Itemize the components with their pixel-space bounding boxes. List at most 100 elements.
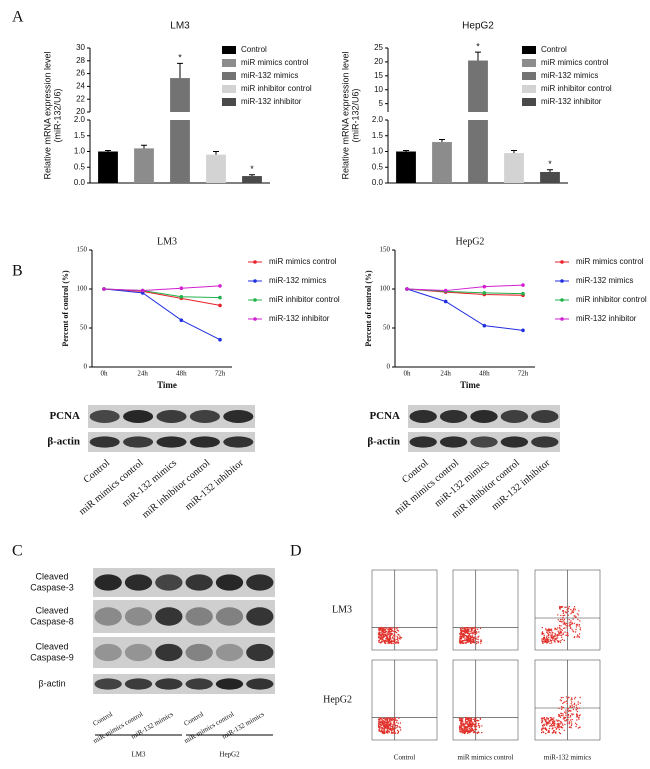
flow-event bbox=[551, 633, 553, 636]
flow-event bbox=[393, 630, 395, 633]
flow-event bbox=[383, 729, 385, 732]
flow-event bbox=[547, 721, 549, 723]
error-bar bbox=[439, 139, 445, 143]
flow-event bbox=[378, 629, 381, 631]
flow-event bbox=[381, 731, 383, 733]
flow-event bbox=[541, 725, 544, 727]
flow-event bbox=[378, 726, 381, 728]
flow-event bbox=[390, 730, 393, 732]
flow-event bbox=[566, 609, 568, 611]
error-bar bbox=[141, 144, 147, 149]
flow-event bbox=[387, 638, 389, 640]
blot-band bbox=[185, 678, 213, 690]
flow-event bbox=[393, 730, 395, 732]
flow-event bbox=[380, 637, 382, 640]
blot-band bbox=[246, 607, 274, 626]
flow-event bbox=[546, 642, 548, 644]
flow-event bbox=[468, 627, 470, 629]
flow-event bbox=[578, 625, 580, 627]
flow-event bbox=[570, 620, 572, 622]
blot-row-label: Caspase-8 bbox=[30, 616, 74, 626]
flow-event bbox=[545, 728, 548, 730]
panel-label: A bbox=[12, 9, 24, 26]
data-point bbox=[218, 284, 222, 288]
flow-event bbox=[570, 623, 572, 625]
blot-row-label: Caspase-9 bbox=[30, 652, 74, 662]
flow-event bbox=[560, 625, 562, 627]
flow-event bbox=[557, 719, 559, 721]
blot-band bbox=[215, 574, 244, 591]
flow-event bbox=[562, 633, 564, 636]
y-tick-label: 26 bbox=[76, 69, 85, 78]
group-label: LM3 bbox=[132, 751, 147, 759]
flow-event bbox=[393, 641, 396, 643]
flow-event bbox=[572, 708, 575, 711]
flow-event bbox=[381, 728, 383, 730]
flow-event bbox=[470, 717, 473, 720]
blot-band bbox=[123, 436, 154, 448]
flow-event bbox=[549, 717, 551, 719]
data-point bbox=[443, 299, 448, 304]
blot-row-label: Cleaved bbox=[35, 571, 68, 581]
flow-event bbox=[560, 706, 563, 708]
flow-event bbox=[390, 627, 392, 629]
bar bbox=[540, 171, 560, 183]
flow-event bbox=[577, 701, 579, 703]
flow-event bbox=[399, 722, 402, 724]
flow-event bbox=[541, 626, 543, 629]
flow-event bbox=[557, 630, 559, 632]
flow-event bbox=[382, 631, 384, 634]
legend-label: miR-132 inhibitor bbox=[241, 97, 302, 106]
flow-event bbox=[558, 728, 560, 731]
flow-event bbox=[460, 718, 462, 721]
flow-event bbox=[577, 703, 579, 705]
flow-event bbox=[475, 717, 478, 719]
flow-event bbox=[388, 629, 391, 631]
flow-event bbox=[387, 642, 389, 645]
flow-event bbox=[563, 622, 566, 624]
flow-event bbox=[475, 722, 477, 724]
flow-event bbox=[567, 633, 569, 635]
flow-event bbox=[553, 724, 555, 726]
flow-event bbox=[381, 724, 383, 726]
flow-event bbox=[578, 715, 580, 717]
flow-event bbox=[565, 622, 568, 625]
flow-event bbox=[558, 724, 560, 726]
flow-event bbox=[462, 718, 464, 720]
flow-event bbox=[466, 635, 469, 638]
flow-event bbox=[386, 719, 389, 721]
flow-event bbox=[458, 727, 461, 729]
flow-event bbox=[568, 619, 570, 621]
legend-label: miR-132 mimics bbox=[269, 276, 326, 285]
flow-event bbox=[576, 710, 579, 713]
flow-event bbox=[565, 634, 567, 636]
flow-event bbox=[558, 714, 560, 716]
flow-event bbox=[579, 696, 581, 699]
flow-event bbox=[473, 719, 476, 721]
flow-event bbox=[566, 722, 569, 724]
panel-label: C bbox=[12, 543, 23, 560]
flow-event bbox=[545, 721, 548, 723]
flow-event bbox=[391, 727, 393, 730]
flow-event bbox=[471, 722, 474, 725]
flow-event bbox=[547, 641, 549, 643]
blot-band bbox=[124, 607, 153, 626]
y-tick-label: 0.5 bbox=[372, 162, 384, 171]
blot-band bbox=[439, 436, 468, 448]
flow-event bbox=[464, 627, 467, 629]
flow-event bbox=[381, 632, 383, 635]
flow-event bbox=[573, 606, 576, 608]
blot-band bbox=[124, 574, 153, 591]
flow-event bbox=[387, 641, 389, 643]
data-point bbox=[521, 291, 525, 296]
flow-event bbox=[380, 718, 382, 720]
flow-event bbox=[551, 642, 553, 644]
flow-plot bbox=[452, 569, 519, 651]
flow-event bbox=[573, 610, 575, 612]
flow-event bbox=[389, 633, 391, 635]
flow-event bbox=[559, 715, 561, 717]
error-bar bbox=[511, 150, 517, 154]
flow-event bbox=[399, 727, 401, 729]
y-tick-label: 1.0 bbox=[372, 147, 384, 156]
lane-label: Control bbox=[82, 457, 113, 485]
